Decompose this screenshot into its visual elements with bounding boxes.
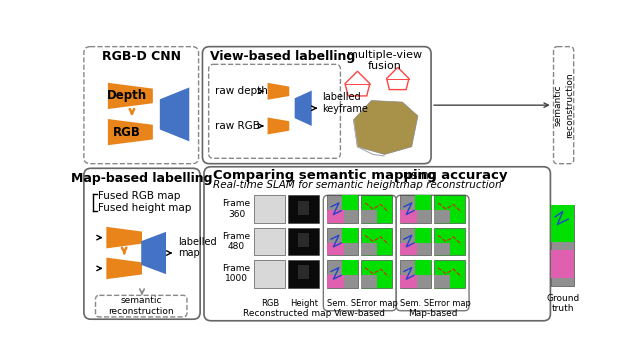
Polygon shape [268,83,289,100]
Text: semantic
reconstruction: semantic reconstruction [108,297,174,316]
Bar [327,211,344,223]
Bar [362,228,392,255]
Bar [362,275,377,287]
Bar [434,260,465,287]
Text: raw RGB: raw RGB [215,121,260,131]
Text: RGB-D CNN: RGB-D CNN [102,50,180,63]
Text: Frame
480: Frame 480 [223,232,251,251]
Bar [434,211,450,223]
Bar [342,228,358,243]
Polygon shape [106,227,142,248]
Bar [400,275,417,287]
Bar [298,201,308,215]
Text: Height: Height [290,299,318,308]
Bar [551,250,575,278]
Text: Frame
1000: Frame 1000 [223,264,251,284]
Text: Comparing semantic mapping accuracy: Comparing semantic mapping accuracy [213,170,508,183]
Text: using: using [403,170,437,183]
Text: Map-based labelling: Map-based labelling [71,172,212,185]
Bar [327,243,344,255]
Bar [327,228,358,255]
Polygon shape [160,87,189,141]
Text: Frame
360: Frame 360 [223,199,251,219]
FancyBboxPatch shape [84,168,200,319]
FancyBboxPatch shape [202,46,431,164]
Text: Error map: Error map [356,299,398,308]
FancyBboxPatch shape [95,295,187,317]
Bar [327,195,358,223]
Polygon shape [141,232,166,274]
Bar [254,228,285,255]
Bar [342,260,358,275]
Text: Error map: Error map [429,299,470,308]
Polygon shape [108,83,153,109]
Bar [327,275,344,287]
FancyBboxPatch shape [209,64,340,158]
Text: Fused height map: Fused height map [98,203,191,213]
Bar [362,243,377,255]
Text: View-based: View-based [334,309,386,318]
Bar [415,228,431,243]
Bar [400,211,417,223]
Text: semantic
reconstruction: semantic reconstruction [553,72,574,138]
Bar [434,195,465,223]
Bar [434,228,465,255]
Polygon shape [353,101,418,154]
Text: Map-based: Map-based [408,309,458,318]
FancyBboxPatch shape [84,46,198,164]
Text: Real-time SLAM for semantic heightmap reconstruction: Real-time SLAM for semantic heightmap re… [213,180,502,190]
Bar [400,243,417,255]
Bar [434,243,450,255]
Polygon shape [294,90,312,126]
Bar [362,260,392,287]
Bar [415,195,431,211]
Bar [415,260,431,275]
Bar [342,195,358,211]
FancyBboxPatch shape [554,46,573,164]
Polygon shape [268,118,289,134]
Bar [254,195,285,223]
Text: multiple-view
fusion: multiple-view fusion [347,50,422,71]
FancyBboxPatch shape [204,167,550,321]
Bar [254,260,285,287]
Text: Depth: Depth [107,89,147,102]
Bar [327,260,358,287]
Polygon shape [106,258,142,279]
Text: View-based labelling: View-based labelling [210,50,355,63]
Text: RGB: RGB [113,126,141,139]
Bar [362,211,377,223]
Bar [400,228,431,255]
Bar [434,275,450,287]
Text: Sem. S.: Sem. S. [400,299,431,308]
Bar [289,260,319,287]
Text: Ground
truth: Ground truth [546,294,579,313]
Text: RGB: RGB [260,299,279,308]
Text: Reconstructed map: Reconstructed map [243,309,331,318]
Bar [400,260,431,287]
Bar [298,265,308,280]
Bar [551,205,575,242]
Text: Sem. S.: Sem. S. [327,299,358,308]
Bar [551,205,575,286]
Text: labelled
keyframe: labelled keyframe [323,92,369,114]
Polygon shape [108,119,153,145]
Bar [400,195,431,223]
Bar [289,228,319,255]
Bar [298,233,308,247]
Text: Fused RGB map: Fused RGB map [98,191,180,201]
Text: labelled
map: labelled map [178,237,216,258]
Text: raw depth: raw depth [215,86,268,96]
Bar [362,195,392,223]
Bar [289,195,319,223]
